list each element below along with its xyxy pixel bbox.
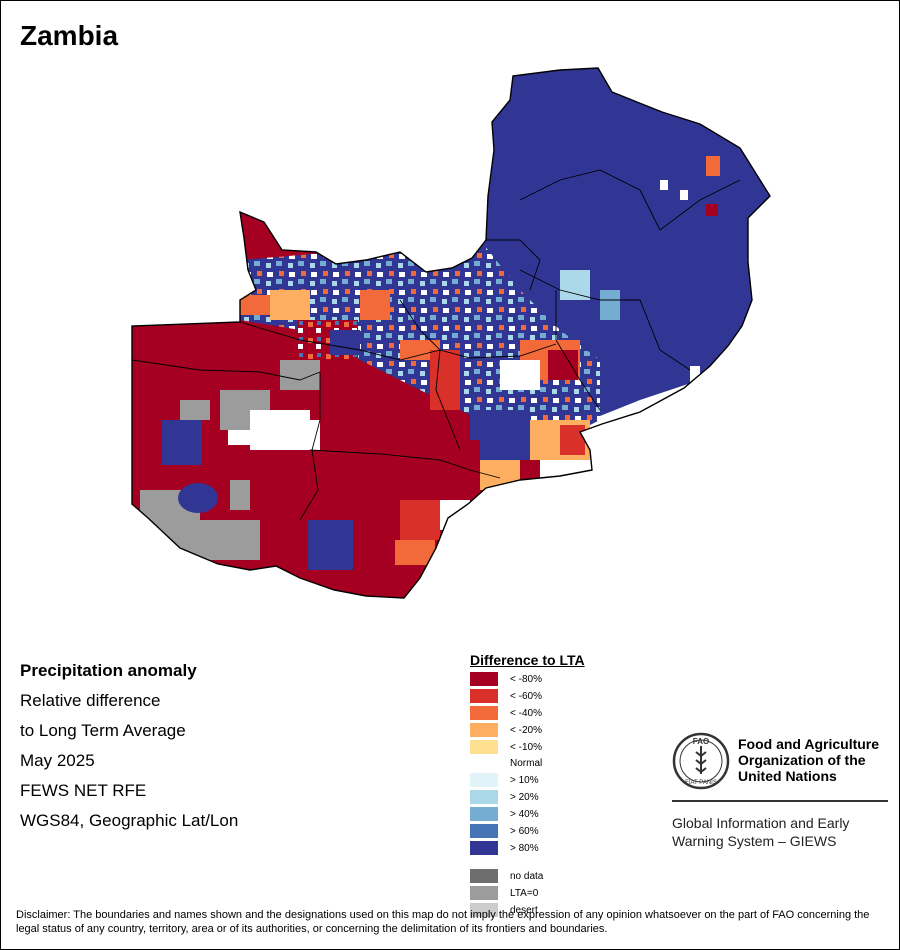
info-period: May 2025	[20, 751, 95, 770]
legend-row: < -40%	[470, 706, 542, 720]
legend-swatch	[470, 773, 498, 787]
legend-swatch	[470, 790, 498, 804]
legend-label: LTA=0	[510, 887, 539, 899]
legend-row: > 40%	[470, 807, 539, 821]
legend-label: > 60%	[510, 825, 539, 837]
legend-title: Difference to LTA	[470, 652, 585, 668]
fao-divider	[672, 800, 888, 802]
fao-name-line: United Nations	[738, 768, 837, 784]
fao-organization-name: Food and Agriculture Organization of the…	[738, 736, 898, 784]
legend-label: > 80%	[510, 842, 539, 854]
legend-label: < -10%	[510, 741, 542, 753]
legend-label: < -80%	[510, 673, 542, 685]
legend-label-normal: Normal	[510, 758, 543, 769]
legend-swatch	[470, 807, 498, 821]
fao-logo-text: FAO	[693, 737, 709, 746]
info-line-1: Relative difference	[20, 691, 161, 710]
legend-swatch	[470, 706, 498, 720]
disclaimer: Disclaimer: The boundaries and names sho…	[16, 909, 870, 935]
fao-name-line: Organization of the	[738, 752, 866, 768]
legend-label: no data	[510, 870, 544, 882]
legend-swatch	[470, 740, 498, 754]
zambia-map	[131, 67, 771, 599]
legend-swatch	[470, 672, 498, 686]
legend-row: desert	[470, 903, 538, 917]
legend-row: < -80%	[470, 672, 542, 686]
legend-label: > 40%	[510, 808, 539, 820]
legend-swatch	[470, 886, 498, 900]
legend-row: < -20%	[470, 723, 542, 737]
legend-swatch	[470, 903, 498, 917]
fao-logo-icon: FAO FIAT PANIS	[672, 732, 730, 790]
info-source: FEWS NET RFE	[20, 781, 147, 800]
legend-swatch	[470, 689, 498, 703]
giews-name: Global Information and Early Warning Sys…	[672, 814, 900, 850]
legend-swatch	[470, 824, 498, 838]
map-title: Zambia	[20, 20, 119, 51]
legend-label: > 10%	[510, 774, 539, 786]
info-line-2: to Long Term Average	[20, 721, 186, 740]
giews-line: Warning System – GIEWS	[672, 833, 837, 849]
fao-logo-motto: FIAT PANIS	[685, 780, 717, 786]
fao-name-line: Food and Agriculture	[738, 736, 880, 752]
legend-row: > 60%	[470, 824, 539, 838]
legend-swatch	[470, 869, 498, 883]
legend-row: > 20%	[470, 790, 539, 804]
info-heading: Precipitation anomaly	[20, 661, 197, 680]
legend-swatch	[470, 841, 498, 855]
legend-label: desert	[510, 904, 538, 916]
map-info-block: Precipitation anomaly Relative differenc…	[20, 656, 238, 836]
giews-line: Global Information and Early	[672, 815, 850, 831]
legend-row: > 80%	[470, 841, 539, 855]
legend-row: LTA=0	[470, 886, 538, 900]
info-projection: WGS84, Geographic Lat/Lon	[20, 811, 239, 830]
legend-label: < -40%	[510, 707, 542, 719]
legend-label: < -20%	[510, 724, 542, 736]
legend-label: > 20%	[510, 791, 539, 803]
legend-row: no data	[470, 869, 543, 883]
legend-row: < -60%	[470, 689, 542, 703]
legend-swatch	[470, 723, 498, 737]
legend: Difference to LTA < -80% < -60% < -40% <…	[470, 652, 585, 917]
legend-row: < -10%	[470, 740, 542, 754]
legend-label: < -60%	[510, 690, 542, 702]
legend-row: > 10%	[470, 773, 539, 787]
